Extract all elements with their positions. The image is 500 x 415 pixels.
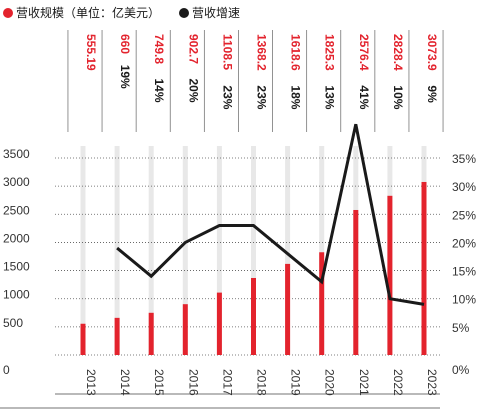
left-axis: 0 500 1000 1500 2000 2500 3000 3500	[3, 147, 30, 377]
right-tick-15%: 15%	[452, 265, 476, 279]
revenue-value-label-2017: 1108.5	[220, 34, 234, 70]
revenue-value-label-2014: 660	[118, 34, 132, 54]
revenue-value-label-2016: 902.7	[186, 34, 200, 64]
revenue-value-label-2013: 555.19	[84, 34, 98, 71]
revenue-bar-2023	[421, 181, 427, 355]
revenue-value-label-2019: 1618.6	[289, 34, 303, 71]
left-tick-1500: 1500	[3, 260, 30, 274]
revenue-value-label-2018: 1368.2	[255, 34, 269, 71]
right-tick-35%: 35%	[452, 152, 476, 166]
growth-value-label-2022: 10%	[391, 85, 405, 109]
growth-value-label-2017: 23%	[220, 85, 234, 109]
x-tick-2017: 2017	[220, 369, 234, 396]
x-axis: 2013 2014 2015 2016 2017 2018 2019 2020 2021 2022…	[0, 369, 440, 409]
left-tick-2000: 2000	[3, 231, 30, 245]
left-tick-2500: 2500	[3, 203, 30, 217]
revenue-bar-2015	[148, 312, 154, 355]
grid	[55, 157, 440, 356]
revenue-bar-2014	[114, 317, 120, 355]
value-labels: 555.19 660 19% 749.8 14% 902.7 20% 1108.5 23% 136…	[67, 30, 444, 132]
revenue-bar-2019	[285, 263, 291, 355]
category-band-2018	[251, 146, 256, 355]
revenue-bar-2016	[182, 304, 188, 355]
x-tick-2018: 2018	[255, 369, 269, 396]
right-tick-0%: 0%	[452, 363, 470, 377]
left-tick-1000: 1000	[3, 288, 30, 302]
right-tick-5%: 5%	[452, 321, 470, 335]
category-band-2019	[285, 146, 291, 355]
left-tick-0: 0	[3, 363, 10, 377]
right-axis: 0% 5% 10% 15% 20% 25% 30% 35%	[452, 152, 476, 377]
revenue-value-label-2023: 3073.9	[425, 34, 439, 71]
revenue-bar-2020	[319, 252, 325, 355]
growth-value-label-2023: 9%	[425, 85, 439, 103]
revenue-bar-2021	[353, 209, 359, 355]
growth-value-label-2018: 23%	[255, 85, 269, 109]
category-band-2014	[114, 146, 120, 355]
revenue-bar-2013	[80, 323, 86, 355]
right-tick-20%: 20%	[452, 236, 476, 250]
legend-revenue-swatch	[3, 8, 13, 18]
x-tick-2015: 2015	[152, 369, 166, 396]
x-tick-2022: 2022	[391, 369, 405, 396]
category-band-2013	[80, 146, 86, 355]
x-tick-2021: 2021	[357, 369, 371, 396]
growth-value-label-2014: 19%	[118, 65, 132, 89]
right-tick-10%: 10%	[452, 293, 476, 307]
growth-line-path	[116, 123, 425, 306]
legend-revenue-label: 营收规模（单位：亿美元）	[16, 5, 160, 20]
right-tick-30%: 30%	[452, 180, 476, 194]
revenue-value-label-2021: 2576.4	[357, 34, 371, 71]
growth-value-label-2019: 18%	[289, 85, 303, 109]
growth-line	[116, 123, 425, 306]
revenue-bars	[80, 181, 427, 355]
growth-value-label-2021: 41%	[357, 85, 371, 109]
x-tick-2013: 2013	[84, 369, 98, 396]
category-band-2015	[148, 146, 154, 355]
x-tick-2014: 2014	[118, 369, 132, 396]
revenue-bar-2022	[387, 195, 393, 355]
category-band-2020	[319, 146, 325, 355]
revenue-bar-2018	[251, 277, 256, 355]
x-tick-2023: 2023	[425, 369, 439, 396]
right-tick-25%: 25%	[452, 208, 476, 222]
category-band-2017	[216, 146, 222, 355]
left-tick-3500: 3500	[3, 147, 30, 161]
left-tick-3000: 3000	[3, 175, 30, 189]
revenue-value-label-2022: 2828.4	[391, 34, 405, 71]
revenue-value-label-2020: 1825.3	[323, 34, 337, 71]
x-tick-2020: 2020	[323, 369, 337, 396]
growth-value-label-2020: 13%	[323, 85, 337, 109]
revenue-bar-2017	[216, 292, 222, 355]
left-tick-500: 500	[3, 316, 23, 330]
legend: 营收规模（单位：亿美元） 营收增速	[3, 5, 240, 20]
legend-growth-swatch	[179, 8, 189, 18]
legend-growth-label: 营收增速	[192, 6, 240, 20]
revenue-value-label-2015: 749.8	[152, 34, 166, 64]
growth-value-label-2015: 14%	[152, 79, 166, 103]
category-band-2016	[182, 146, 188, 355]
x-tick-2016: 2016	[186, 369, 200, 396]
x-tick-2019: 2019	[289, 369, 303, 396]
growth-value-label-2016: 20%	[186, 79, 200, 103]
